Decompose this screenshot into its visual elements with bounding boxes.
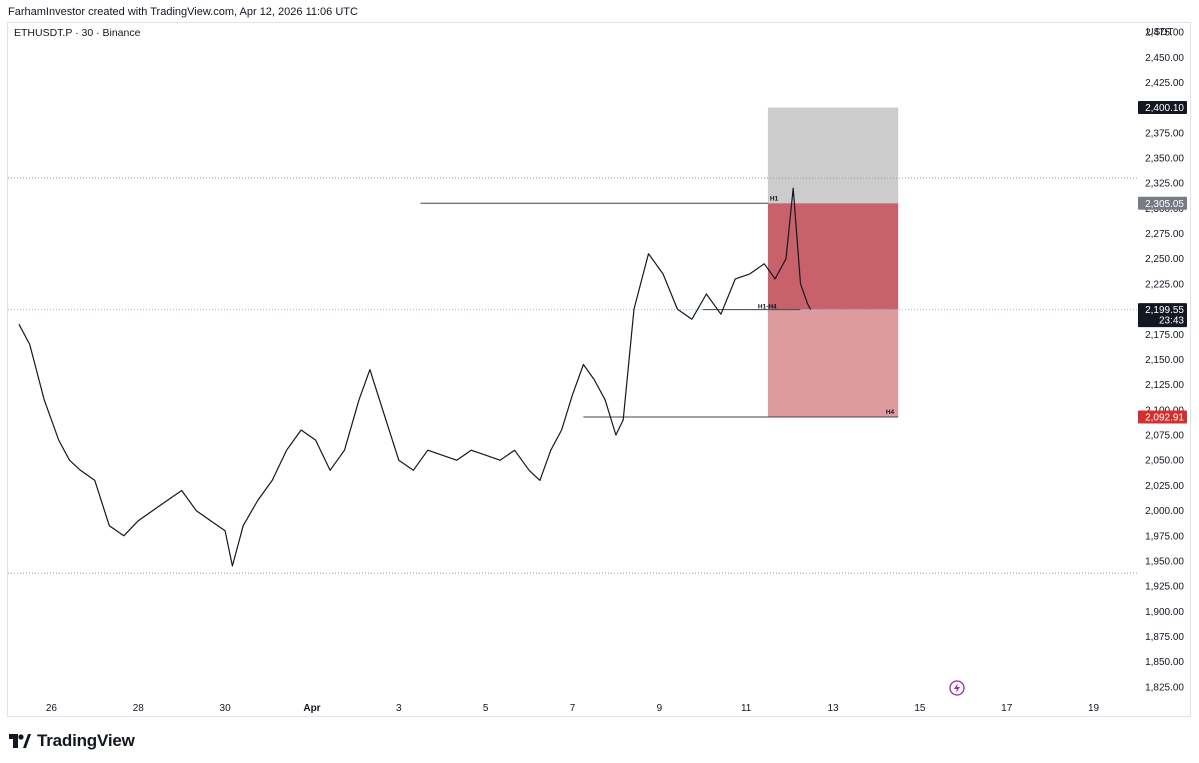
x-tick-label: 15	[914, 703, 926, 714]
x-tick-label: 28	[133, 703, 145, 714]
y-tick-label: 2,475.00	[1145, 28, 1184, 39]
target-price-tag-bg	[1138, 410, 1187, 424]
x-tick-label: 30	[220, 703, 232, 714]
x-tick-label: 17	[1001, 703, 1013, 714]
y-tick-label: 2,225.00	[1145, 279, 1184, 290]
stop-price-tag: 2,400.10	[1145, 103, 1184, 114]
x-tick-label: 9	[657, 703, 663, 714]
lightning-bolt	[954, 683, 960, 693]
tradingview-mark-icon	[9, 734, 31, 748]
y-tick-label: 2,025.00	[1145, 481, 1184, 492]
x-tick-label: Apr	[303, 703, 320, 714]
bar-countdown: 23:43	[1159, 316, 1184, 327]
y-tick-label: 2,050.00	[1145, 456, 1184, 467]
y-tick-label: 2,250.00	[1145, 254, 1184, 265]
chart-attribution: FarhamInvestor created with TradingView.…	[8, 6, 358, 18]
y-tick-label: 1,950.00	[1145, 556, 1184, 567]
currency-label: USDT	[1146, 27, 1173, 38]
y-tick-label: 2,325.00	[1145, 179, 1184, 190]
x-tick-label: 5	[483, 703, 489, 714]
symbol-line[interactable]: ETHUSDT.P · 30 · Binance	[14, 27, 141, 39]
x-tick-label: 26	[46, 703, 58, 714]
tradingview-wordmark: TradingView	[37, 731, 135, 750]
y-tick-label: 1,850.00	[1145, 657, 1184, 668]
y-tick-label: 2,075.00	[1145, 431, 1184, 442]
y-tick-label: 1,875.00	[1145, 632, 1184, 643]
y-tick-label: 1,825.00	[1145, 682, 1184, 693]
y-tick-label: 2,450.00	[1145, 53, 1184, 64]
x-tick-label: 11	[741, 703, 752, 714]
entry-price-tag-bg	[1138, 196, 1187, 210]
y-tick-label: 1,925.00	[1145, 582, 1184, 593]
y-tick-label: 1,900.00	[1145, 607, 1184, 618]
last-price-tag: 2,199.55	[1145, 305, 1184, 316]
h1-h4-label: H1-H4	[758, 304, 777, 311]
stop-price-tag-bg	[1138, 101, 1187, 115]
lightning-icon[interactable]	[949, 680, 965, 696]
entry-price-tag: 2,305.05	[1145, 199, 1184, 210]
y-tick-label: 2,150.00	[1145, 355, 1184, 366]
y-tick-label: 2,375.00	[1145, 128, 1184, 139]
target-zone[interactable]	[767, 309, 899, 417]
entry-risk-zone[interactable]	[767, 203, 899, 310]
chart-frame	[7, 22, 1191, 717]
price-series-line[interactable]	[18, 187, 812, 567]
h1-label: H1	[770, 195, 779, 202]
y-tick-label: 2,350.00	[1145, 153, 1184, 164]
x-tick-label: 7	[570, 703, 576, 714]
y-tick-label: 1,975.00	[1145, 531, 1184, 542]
target-price-tag: 2,092.91	[1145, 412, 1184, 423]
y-tick-label: 2,175.00	[1145, 330, 1184, 341]
h4-label: H4	[886, 409, 895, 416]
y-tick-label: 2,000.00	[1145, 506, 1184, 517]
y-tick-label: 2,425.00	[1145, 78, 1184, 89]
tradingview-logo[interactable]: TradingView	[9, 731, 135, 751]
stop-loss-zone[interactable]	[767, 107, 899, 204]
lightning-ring	[949, 680, 965, 696]
y-tick-label: 2,125.00	[1145, 380, 1184, 391]
y-tick-label: 2,275.00	[1145, 229, 1184, 240]
x-tick-label: 19	[1088, 703, 1100, 714]
x-tick-label: 13	[827, 703, 839, 714]
last-price-tag-bg	[1138, 303, 1187, 328]
x-tick-label: 3	[396, 703, 402, 714]
